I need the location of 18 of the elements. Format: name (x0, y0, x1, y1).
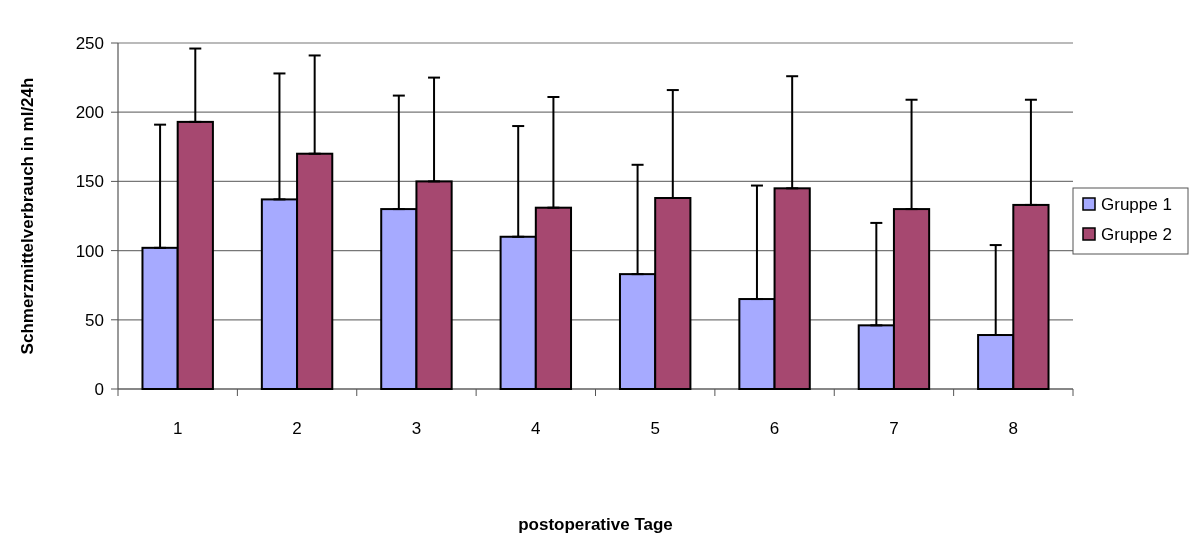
y-tick-label: 0 (94, 379, 104, 399)
y-tick-label: 200 (75, 103, 104, 123)
y-tick-label: 100 (75, 241, 104, 261)
x-tick-label: 6 (769, 419, 780, 438)
y-axis-title: Schmerzmittelverbrauch in ml/24h (18, 77, 37, 355)
x-tick-label: 8 (1008, 419, 1019, 438)
x-axis-title: postoperative Tage (518, 515, 673, 534)
legend-label: Gruppe 2 (1101, 224, 1172, 244)
legend-label: Gruppe 1 (1101, 194, 1172, 214)
x-tick-label: 5 (650, 419, 660, 438)
x-tick-label: 2 (292, 419, 302, 438)
y-tick-label: 50 (85, 310, 104, 330)
y-tick-label: 150 (75, 172, 104, 192)
x-tick-label: 7 (889, 419, 899, 438)
y-tick-label: 250 (75, 33, 104, 53)
x-tick-label: 1 (172, 419, 183, 438)
x-tick-label: 3 (411, 419, 422, 438)
x-tick-label: 4 (531, 419, 541, 438)
